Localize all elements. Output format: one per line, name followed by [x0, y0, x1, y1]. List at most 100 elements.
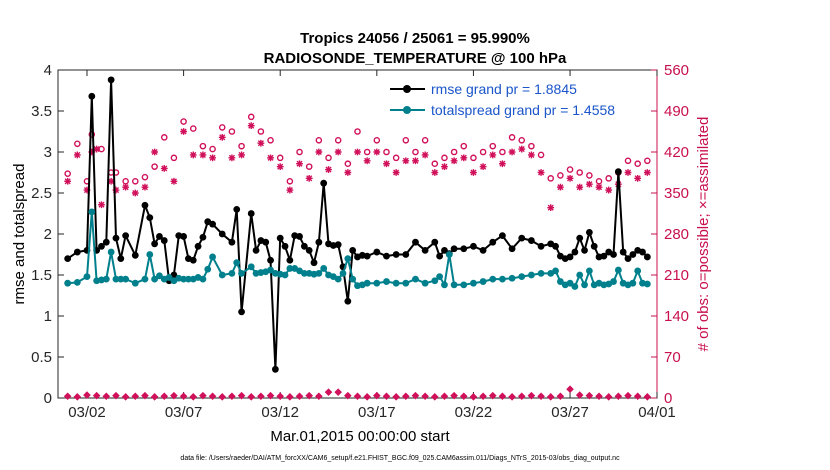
rmse-point: [160, 237, 168, 244]
plot-frame: [57, 69, 658, 399]
totalspread-point: [247, 263, 255, 271]
totalspread-point: [552, 267, 559, 275]
totalspread-point: [315, 269, 323, 277]
totalspread-point: [300, 269, 308, 277]
rmse-point: [228, 238, 236, 246]
obs-possible-marker: [180, 118, 187, 125]
rmse-point: [252, 247, 260, 254]
obs-possible-marker: [499, 148, 506, 156]
totalspread-point: [146, 251, 154, 258]
obs-possible-marker: [296, 148, 303, 156]
totalspread-point: [64, 279, 72, 287]
obs-assimilated-marker: [537, 169, 545, 176]
obs-low-marker: [633, 392, 642, 401]
obs-low-marker: [295, 392, 304, 401]
obs-possible-marker: [624, 157, 632, 165]
rmse-point: [614, 168, 622, 176]
rmse-point: [590, 242, 598, 250]
obs-possible-marker: [489, 142, 497, 150]
obs-possible-marker: [373, 136, 381, 144]
obs-low-marker: [430, 393, 439, 401]
rmse-point: [479, 247, 487, 254]
obs-assimilated-marker: [334, 148, 342, 156]
obs-low-marker: [566, 385, 574, 394]
obs-possible-marker: [479, 148, 487, 156]
rmse-point: [151, 240, 159, 248]
rmse-point: [102, 238, 110, 246]
obs-possible-marker: [605, 175, 612, 182]
obs-assimilated-marker: [247, 122, 255, 130]
totalspread-point: [392, 279, 400, 287]
x-tick-label: 03/22: [455, 404, 493, 421]
obs-assimilated-marker: [412, 157, 419, 165]
obs-assimilated-marker: [93, 145, 101, 153]
obs-assimilated-marker: [373, 148, 381, 156]
chart-title-line2: RADIOSONDE_TEMPERATURE @ 100 hPa: [264, 50, 567, 67]
totalspread-point: [156, 272, 163, 280]
obs-possible-marker: [209, 145, 216, 153]
legend-rmse-marker: [403, 85, 411, 93]
x-tick-label: 04/01: [638, 404, 676, 421]
rmse-point: [64, 255, 72, 262]
obs-possible-marker: [441, 154, 448, 162]
totalspread-point: [537, 269, 545, 277]
obs-possible-marker: [334, 136, 342, 144]
obs-possible-marker: [537, 151, 545, 159]
y-left-tick-label: 2.5: [31, 185, 52, 202]
totalspread-point: [576, 271, 584, 279]
rmse-point: [122, 232, 130, 240]
obs-low-marker: [344, 391, 352, 400]
rmse-point: [146, 214, 154, 222]
obs-assimilated-marker: [499, 160, 506, 168]
obs-low-marker: [440, 392, 449, 401]
obs-assimilated-marker: [479, 163, 487, 171]
obs-assimilated-marker: [83, 186, 91, 194]
obs-possible-marker: [218, 124, 226, 131]
rmse-point: [470, 242, 477, 250]
totalspread-point: [199, 275, 207, 283]
obs-assimilated-marker: [107, 177, 115, 185]
obs-assimilated-marker: [402, 157, 410, 165]
obs-low-marker: [257, 392, 265, 401]
obs-possible-marker: [566, 166, 574, 173]
obs-assimilated-marker: [392, 169, 400, 176]
totalspread-point: [518, 273, 526, 281]
obs-assimilated-marker: [122, 183, 130, 191]
rmse-point: [552, 242, 559, 250]
obs-assimilated-marker: [170, 177, 178, 185]
rmse-point: [528, 237, 535, 244]
rmse-point: [98, 242, 105, 250]
obs-low-marker: [208, 392, 217, 401]
obs-assimilated-marker: [566, 174, 574, 182]
obs-possible-marker: [238, 142, 245, 150]
totalspread-point: [233, 259, 241, 267]
obs-low-marker: [92, 391, 101, 400]
y-right-tick-label: 280: [664, 226, 689, 243]
rmse-point: [431, 238, 439, 246]
totalspread-point: [267, 266, 274, 274]
obs-assimilated-marker: [296, 160, 303, 168]
rmse-point: [576, 234, 584, 242]
rmse-point: [600, 252, 608, 260]
rmse-point: [276, 234, 284, 242]
obs-low-marker: [624, 391, 632, 400]
y-right-tick-label: 140: [664, 308, 689, 325]
totalspread-point: [209, 253, 216, 261]
y-right-tick-label: 560: [664, 62, 689, 79]
rmse-point: [199, 233, 207, 241]
rmse-point: [334, 241, 342, 249]
obs-low-marker: [170, 391, 178, 400]
totalspread-point: [151, 275, 159, 283]
obs-possible-marker: [363, 148, 371, 156]
obs-low-marker: [604, 393, 613, 401]
rmse-point: [238, 308, 245, 316]
rmse-point: [107, 76, 115, 84]
obs-possible-marker: [402, 136, 410, 144]
obs-low-marker: [546, 393, 555, 401]
rmse-point: [141, 201, 149, 209]
obs-possible-marker: [151, 163, 158, 170]
obs-low-marker: [537, 392, 545, 401]
obs-low-marker: [527, 391, 536, 400]
obs-possible-marker: [644, 157, 651, 165]
obs-low-marker: [517, 392, 526, 401]
